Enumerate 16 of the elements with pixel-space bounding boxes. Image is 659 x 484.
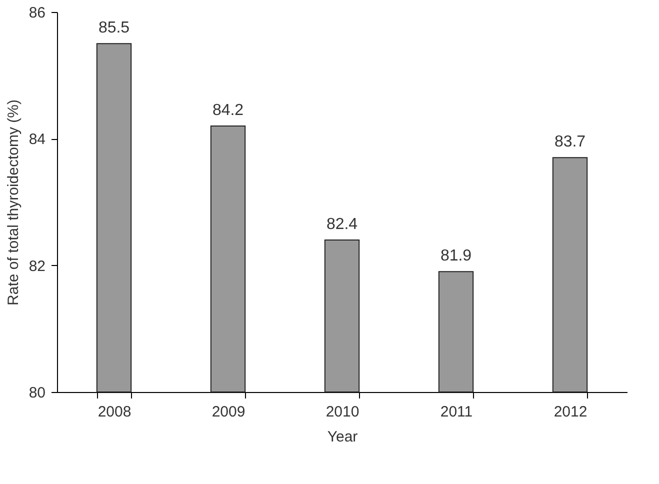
x-tick-label: 2009 bbox=[212, 404, 246, 420]
x-axis-title: Year bbox=[327, 428, 358, 446]
data-label: 85.5 bbox=[98, 20, 130, 37]
data-label: 84.2 bbox=[212, 102, 244, 119]
y-tick-label: 80 bbox=[28, 384, 46, 402]
data-label: 83.7 bbox=[554, 134, 586, 151]
y-tick-label: 82 bbox=[28, 258, 46, 275]
x-tick-label: 2010 bbox=[326, 404, 360, 420]
y-axis-title: Rate of total thyroidectomy (%) bbox=[4, 100, 22, 306]
data-label: 81.9 bbox=[440, 248, 472, 265]
x-tick-label: 2012 bbox=[554, 404, 588, 420]
data-label: 82.4 bbox=[326, 216, 358, 233]
y-tick-label: 86 bbox=[28, 4, 46, 22]
x-tick-label: 2008 bbox=[98, 404, 132, 420]
y-tick-label: 84 bbox=[28, 131, 46, 148]
x-tick-label: 2011 bbox=[440, 404, 473, 420]
